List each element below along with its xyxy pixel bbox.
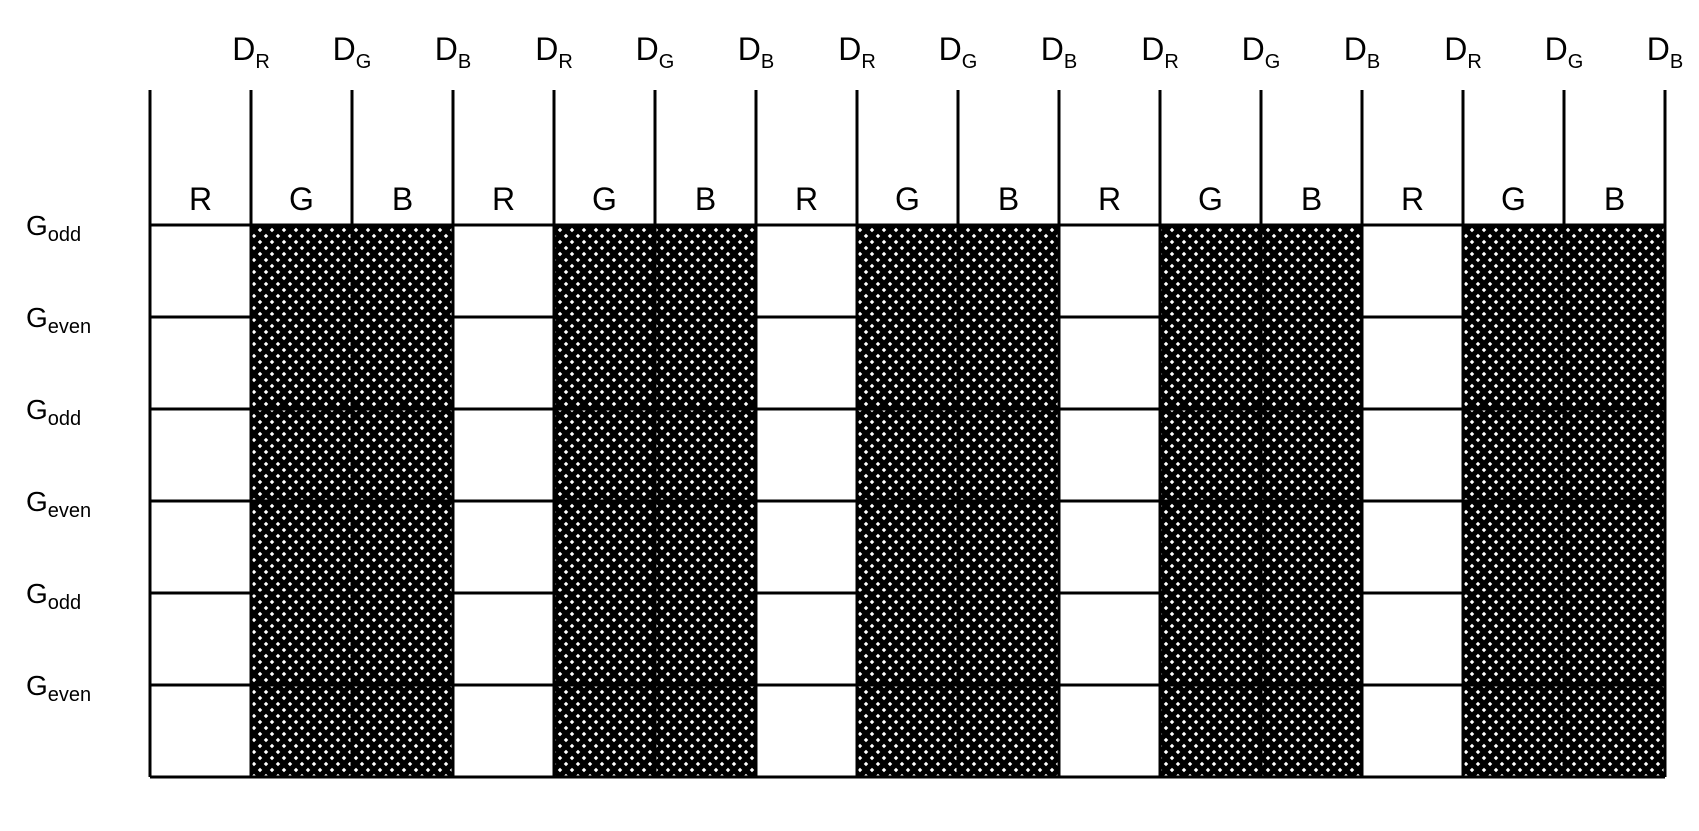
hatched-cell — [958, 225, 1059, 317]
column-label: G — [895, 181, 920, 217]
hatched-cell — [1564, 317, 1665, 409]
hatched-cell — [857, 225, 958, 317]
hatched-cell — [554, 409, 655, 501]
column-label: B — [1301, 181, 1322, 217]
hatched-cell — [1463, 409, 1564, 501]
column-label: R — [1098, 181, 1121, 217]
hatched-cell — [352, 685, 453, 777]
column-label: B — [695, 181, 716, 217]
hatched-cell — [1564, 685, 1665, 777]
hatched-cell — [1160, 225, 1261, 317]
column-label: R — [1401, 181, 1424, 217]
hatched-cell — [1261, 685, 1362, 777]
hatched-cell — [554, 593, 655, 685]
hatched-cell — [1160, 409, 1261, 501]
data-line-label: DG — [1242, 31, 1281, 73]
data-line-label: DB — [1041, 31, 1077, 73]
hatched-cell — [1160, 317, 1261, 409]
hatched-cell — [1463, 225, 1564, 317]
hatched-cell — [958, 501, 1059, 593]
row-label: Godd — [26, 210, 81, 246]
hatched-cell — [857, 685, 958, 777]
hatched-cell — [352, 593, 453, 685]
pixel-matrix-diagram: DRDGDBDRDGDBDRDGDBDRDGDBDRDGDBRGBRGBRGBR… — [20, 20, 1679, 811]
hatched-cell — [655, 593, 756, 685]
hatched-cell — [1160, 685, 1261, 777]
hatched-cell — [251, 593, 352, 685]
hatched-cell — [352, 409, 453, 501]
hatched-cell — [352, 225, 453, 317]
hatched-cell — [655, 501, 756, 593]
hatched-cell — [1261, 501, 1362, 593]
column-label: G — [289, 181, 314, 217]
data-line-label: DR — [1141, 31, 1179, 73]
hatched-cell — [251, 409, 352, 501]
hatched-cell — [352, 317, 453, 409]
hatched-cell — [251, 685, 352, 777]
hatched-cell — [554, 501, 655, 593]
hatched-cell — [251, 225, 352, 317]
hatched-cell — [655, 685, 756, 777]
hatched-cell — [1160, 501, 1261, 593]
hatched-cell — [857, 317, 958, 409]
hatched-cell — [1463, 685, 1564, 777]
data-line-label: DR — [838, 31, 876, 73]
data-line-label: DG — [939, 31, 978, 73]
data-line-label: DG — [333, 31, 372, 73]
data-line-label: DR — [232, 31, 270, 73]
column-label: G — [1198, 181, 1223, 217]
data-line-label: DR — [535, 31, 573, 73]
hatched-cell — [554, 317, 655, 409]
hatched-cell — [857, 409, 958, 501]
column-label: R — [492, 181, 515, 217]
data-line-label: DB — [738, 31, 774, 73]
diagram-svg: DR DG DB DR DG DB DR DG DB DR DG DB DR DG DB R G B R G B R G B R… — [20, 20, 1699, 811]
hatched-cell — [958, 409, 1059, 501]
data-line-label: DG — [636, 31, 675, 73]
column-label: B — [1604, 181, 1625, 217]
hatched-cell — [1564, 593, 1665, 685]
hatched-cell — [857, 593, 958, 685]
row-label: Geven — [26, 302, 91, 338]
hatched-cell — [655, 409, 756, 501]
data-line-label: DB — [1344, 31, 1380, 73]
hatched-cell — [1261, 225, 1362, 317]
row-label: Geven — [26, 486, 91, 522]
row-label: Godd — [26, 394, 81, 430]
data-line-label: DR — [1444, 31, 1482, 73]
column-label: R — [795, 181, 818, 217]
column-label: G — [592, 181, 617, 217]
hatched-cell — [1564, 409, 1665, 501]
hatched-cell — [1463, 501, 1564, 593]
hatched-cell — [251, 501, 352, 593]
hatched-cell — [1261, 409, 1362, 501]
column-label: B — [998, 181, 1019, 217]
hatched-cell — [1261, 317, 1362, 409]
hatched-cell — [655, 225, 756, 317]
hatched-cell — [251, 317, 352, 409]
hatched-cell — [958, 685, 1059, 777]
hatched-cell — [655, 317, 756, 409]
data-line-label: DB — [435, 31, 471, 73]
column-label: R — [189, 181, 212, 217]
row-label: Geven — [26, 670, 91, 706]
hatched-cell — [1261, 593, 1362, 685]
data-line-label: DB — [1647, 31, 1683, 73]
hatched-cell — [1160, 593, 1261, 685]
hatched-cell — [554, 685, 655, 777]
hatched-cell — [857, 501, 958, 593]
data-line-label: DG — [1545, 31, 1584, 73]
hatched-cell — [958, 593, 1059, 685]
column-label: B — [392, 181, 413, 217]
hatched-cell — [958, 317, 1059, 409]
hatched-cell — [1564, 225, 1665, 317]
row-label: Godd — [26, 578, 81, 614]
hatched-cell — [1463, 593, 1564, 685]
column-label: G — [1501, 181, 1526, 217]
hatched-cell — [554, 225, 655, 317]
hatched-cell — [1463, 317, 1564, 409]
hatched-cell — [1564, 501, 1665, 593]
hatched-cell — [352, 501, 453, 593]
